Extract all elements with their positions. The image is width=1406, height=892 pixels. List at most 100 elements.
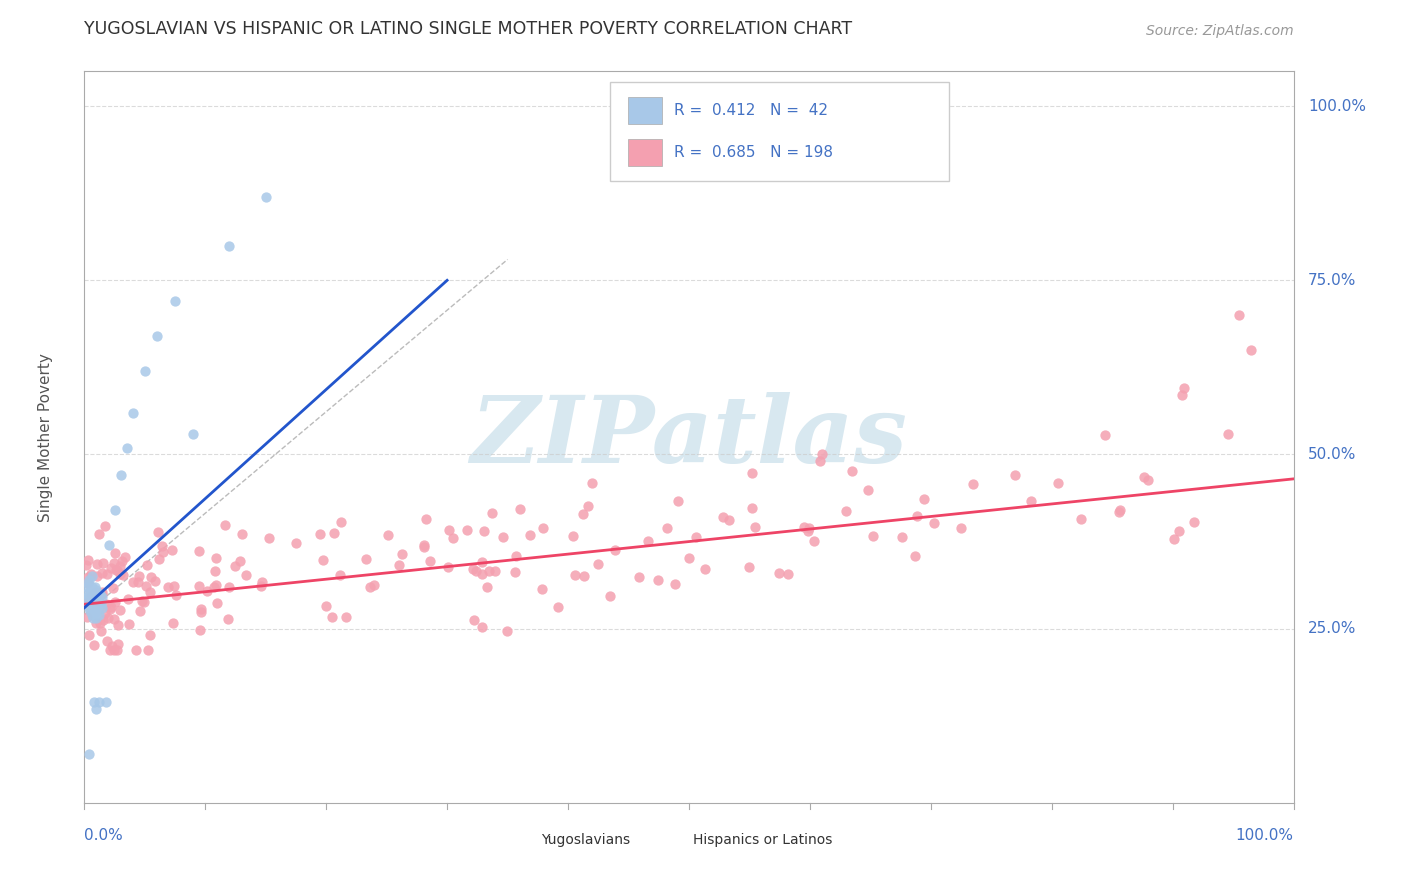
Point — [83, 591, 105, 605]
Point — [135, 579, 157, 593]
Point — [105, 642, 128, 657]
Point — [1133, 470, 1156, 484]
Point — [91, 566, 114, 580]
Point — [84, 580, 107, 594]
Point — [195, 583, 218, 598]
Point — [605, 543, 627, 558]
Point — [637, 533, 659, 548]
Text: YUGOSLAVIAN VS HISPANIC OR LATINO SINGLE MOTHER POVERTY CORRELATION CHART: YUGOSLAVIAN VS HISPANIC OR LATINO SINGLE… — [84, 21, 852, 38]
Point — [127, 574, 149, 589]
Point — [89, 587, 111, 601]
Point — [87, 695, 110, 709]
Point — [250, 579, 273, 593]
Point — [76, 570, 98, 584]
Point — [388, 558, 411, 573]
Point — [165, 588, 187, 602]
Point — [110, 566, 132, 581]
Point — [1173, 381, 1195, 395]
Point — [912, 492, 935, 507]
Point — [647, 573, 669, 587]
Point — [475, 581, 498, 595]
Point — [141, 570, 163, 584]
Point — [808, 454, 831, 468]
Text: R =  0.412   N =  42: R = 0.412 N = 42 — [675, 103, 828, 118]
Point — [905, 508, 928, 523]
Point — [104, 595, 127, 609]
Point — [1070, 512, 1092, 526]
Point — [77, 747, 100, 761]
Point — [135, 558, 157, 573]
Point — [80, 607, 103, 622]
Point — [437, 523, 460, 537]
Point — [464, 564, 486, 578]
Point — [90, 597, 112, 611]
Point — [190, 623, 212, 637]
Point — [100, 561, 122, 575]
Point — [1216, 426, 1239, 441]
Point — [284, 535, 307, 549]
Point — [437, 560, 460, 574]
Point — [89, 526, 111, 541]
Point — [862, 529, 884, 543]
Point — [96, 566, 118, 581]
Point — [890, 530, 912, 544]
Point — [1137, 473, 1160, 487]
Point — [1109, 503, 1132, 517]
Point — [505, 549, 527, 563]
Point — [103, 642, 125, 657]
Point — [162, 615, 184, 630]
Point — [391, 547, 413, 561]
Point — [218, 238, 240, 252]
Point — [187, 544, 209, 558]
Point — [80, 594, 103, 608]
Point — [98, 602, 121, 616]
Point — [711, 510, 734, 524]
Point — [103, 581, 125, 595]
Point — [75, 596, 97, 610]
Point — [471, 566, 494, 581]
Point — [128, 568, 150, 582]
Text: 100.0%: 100.0% — [1236, 829, 1294, 844]
Point — [315, 599, 337, 613]
Point — [231, 527, 253, 541]
Point — [105, 563, 128, 577]
Text: ZIPatlas: ZIPatlas — [471, 392, 907, 482]
Point — [666, 494, 689, 508]
Point — [121, 406, 143, 420]
Point — [139, 585, 162, 599]
Point — [111, 554, 134, 568]
FancyBboxPatch shape — [610, 82, 949, 181]
Point — [412, 541, 434, 555]
Point — [922, 516, 945, 531]
Point — [205, 577, 228, 591]
Point — [768, 566, 790, 581]
Point — [75, 558, 97, 573]
Point — [628, 570, 651, 584]
Point — [461, 561, 484, 575]
Point — [83, 695, 105, 709]
Point — [202, 580, 225, 594]
Point — [77, 576, 100, 591]
Text: 0.0%: 0.0% — [84, 829, 124, 844]
Point — [188, 579, 211, 593]
Point — [90, 624, 112, 639]
Point — [125, 642, 148, 657]
Point — [841, 464, 863, 478]
Point — [354, 551, 377, 566]
Point — [97, 538, 120, 552]
Point — [309, 526, 332, 541]
Point — [471, 555, 494, 569]
Point — [134, 364, 156, 378]
Point — [84, 585, 107, 599]
Point — [100, 599, 122, 614]
Point — [509, 502, 531, 516]
Point — [152, 545, 174, 559]
Point — [471, 620, 494, 634]
Point — [86, 557, 108, 571]
Point — [80, 567, 103, 582]
Point — [737, 560, 759, 574]
Point — [797, 521, 820, 535]
Point — [254, 190, 277, 204]
Point — [329, 515, 352, 529]
Point — [86, 702, 108, 716]
